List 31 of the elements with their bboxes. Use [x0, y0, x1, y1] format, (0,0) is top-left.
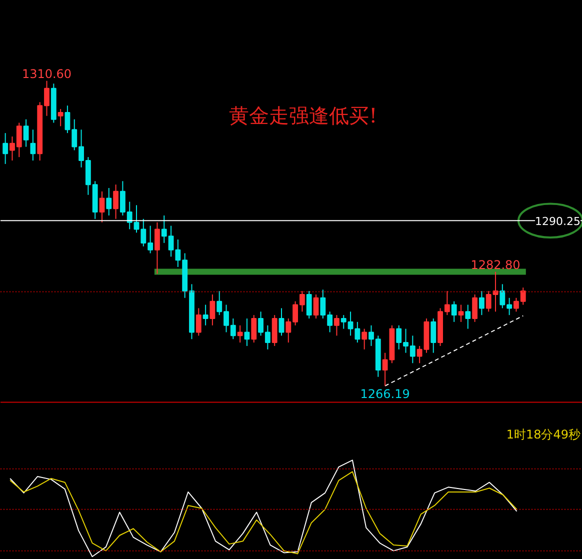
candlestick: [58, 108, 64, 127]
annotation: 1282.80: [470, 258, 520, 272]
candlestick: [237, 324, 243, 344]
candlestick: [278, 308, 284, 336]
candlestick: [306, 290, 312, 319]
candlestick: [196, 308, 202, 336]
candlestick: [478, 290, 484, 316]
ref-line-label: 1290.25: [535, 215, 581, 228]
candlestick: [313, 294, 319, 319]
annotation: 1310.60: [22, 66, 72, 81]
candlestick: [106, 188, 112, 216]
candlestick: [30, 129, 36, 162]
candlestick: [2, 132, 8, 164]
candlestick: [362, 328, 368, 350]
text: 黄金走强逢低买!: [229, 104, 378, 128]
candlestick: [244, 318, 250, 346]
candlestick: [458, 304, 464, 322]
candlestick: [430, 318, 436, 354]
candlestick: [202, 304, 208, 326]
candlestick: [154, 222, 160, 274]
annotation: 1266.19: [360, 386, 410, 401]
text: 1时18分49秒: [506, 428, 581, 442]
candlestick: [23, 118, 29, 148]
candlestick: [210, 294, 216, 326]
candlestick: [99, 190, 105, 223]
candlestick: [451, 300, 457, 322]
candlestick: [465, 304, 471, 330]
candlestick: [472, 294, 478, 322]
candlestick: [251, 314, 257, 344]
candlestick: [113, 184, 119, 220]
candlestick: [334, 314, 340, 336]
